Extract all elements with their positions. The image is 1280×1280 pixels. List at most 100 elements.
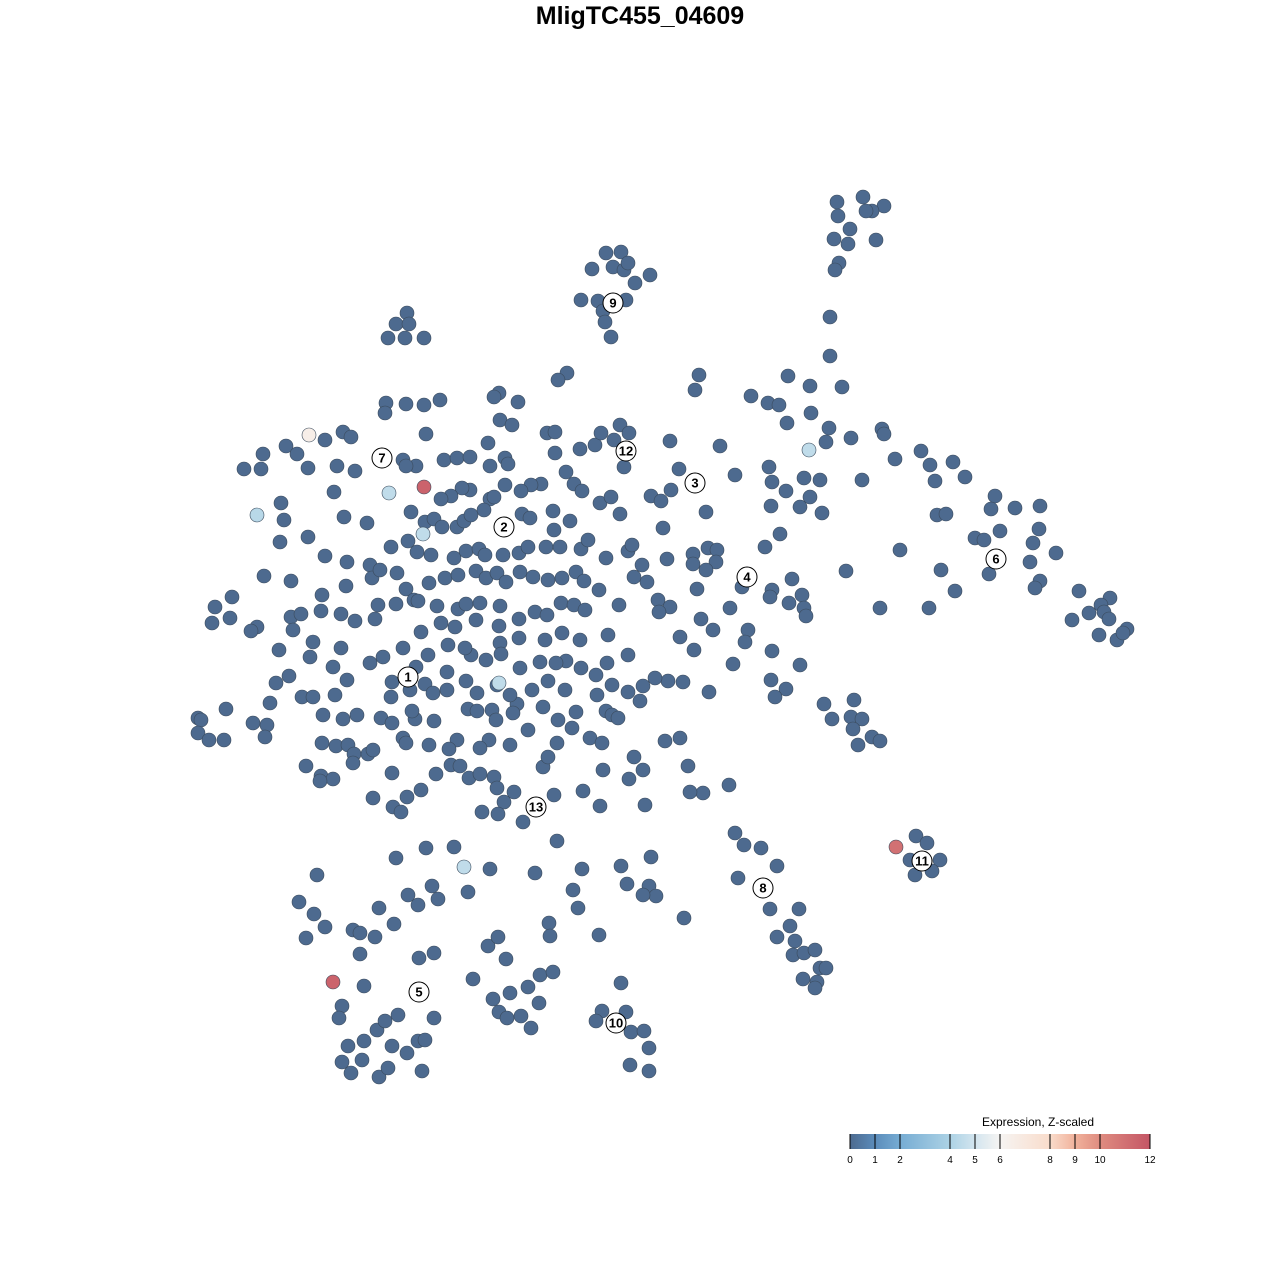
- data-point: [843, 430, 859, 446]
- data-point: [285, 622, 301, 638]
- data-point: [626, 749, 642, 765]
- data-point: [577, 602, 593, 618]
- data-point: [343, 1065, 359, 1081]
- data-point: [598, 245, 614, 261]
- data-point: [456, 859, 472, 875]
- data-point: [472, 766, 488, 782]
- data-point: [727, 467, 743, 483]
- data-point: [987, 488, 1003, 504]
- data-point: [527, 865, 543, 881]
- data-point: [204, 615, 220, 631]
- data-point: [410, 897, 426, 913]
- data-point: [546, 522, 562, 538]
- data-point: [573, 660, 589, 676]
- data-point: [426, 945, 442, 961]
- data-point: [634, 557, 650, 573]
- data-point: [824, 711, 840, 727]
- data-point: [576, 573, 592, 589]
- data-point: [428, 766, 444, 782]
- data-point: [818, 434, 834, 450]
- data-point: [424, 878, 440, 894]
- data-point: [409, 544, 425, 560]
- data-point: [457, 640, 473, 656]
- data-point: [278, 438, 294, 454]
- data-point: [314, 587, 330, 603]
- data-point: [686, 642, 702, 658]
- data-point: [347, 463, 363, 479]
- data-point: [570, 900, 586, 916]
- data-point: [522, 510, 538, 526]
- data-point: [430, 891, 446, 907]
- data-point: [653, 493, 669, 509]
- data-point: [314, 735, 330, 751]
- data-point: [573, 292, 589, 308]
- data-point: [840, 236, 856, 252]
- data-point: [612, 506, 628, 522]
- cluster-label-2: 2: [493, 516, 515, 538]
- data-point: [802, 378, 818, 394]
- data-point: [671, 461, 687, 477]
- data-point: [398, 581, 414, 597]
- data-point: [613, 858, 629, 874]
- data-point: [541, 915, 557, 931]
- data-point: [803, 405, 819, 421]
- data-point: [416, 479, 432, 495]
- data-point: [255, 446, 271, 462]
- cluster-label-circle: [684, 472, 706, 494]
- data-point: [474, 804, 490, 820]
- data-point: [325, 974, 341, 990]
- data-point: [1101, 611, 1117, 627]
- data-point: [249, 507, 265, 523]
- data-point: [347, 613, 363, 629]
- data-point: [822, 348, 838, 364]
- data-point: [562, 513, 578, 529]
- data-point: [621, 771, 637, 787]
- data-point: [423, 547, 439, 563]
- data-point: [807, 980, 823, 996]
- data-point: [488, 712, 504, 728]
- data-point: [1025, 535, 1041, 551]
- data-point: [672, 730, 688, 746]
- data-point: [538, 539, 554, 555]
- data-point: [447, 619, 463, 635]
- data-point: [293, 606, 309, 622]
- data-point: [689, 581, 705, 597]
- cluster-label-text: 7: [378, 451, 385, 466]
- data-point: [417, 1032, 433, 1048]
- data-point: [506, 784, 522, 800]
- data-point: [312, 773, 328, 789]
- data-point: [698, 504, 714, 520]
- data-point: [460, 884, 476, 900]
- data-point: [635, 887, 651, 903]
- data-point: [469, 685, 485, 701]
- data-point: [398, 396, 414, 412]
- data-point: [545, 503, 561, 519]
- cluster-label-13: 13: [525, 796, 547, 818]
- data-point: [606, 432, 622, 448]
- data-point: [468, 563, 484, 579]
- data-point: [721, 777, 737, 793]
- data-point: [236, 461, 252, 477]
- data-point: [365, 742, 381, 758]
- data-point: [821, 420, 837, 436]
- data-point: [780, 368, 796, 384]
- data-point: [540, 673, 556, 689]
- data-point: [367, 929, 383, 945]
- data-point: [397, 330, 413, 346]
- data-point: [778, 681, 794, 697]
- data-point: [271, 642, 287, 658]
- data-point: [253, 461, 269, 477]
- data-point: [496, 794, 512, 810]
- data-point: [691, 367, 707, 383]
- cluster-label-circle: [605, 1012, 627, 1034]
- data-point: [343, 429, 359, 445]
- data-point: [737, 634, 753, 650]
- data-point: [415, 526, 431, 542]
- data-point: [829, 194, 845, 210]
- data-point: [1064, 612, 1080, 628]
- data-point: [981, 566, 997, 582]
- data-point: [822, 309, 838, 325]
- data-point: [432, 392, 448, 408]
- data-point: [753, 840, 769, 856]
- cluster-label-circle: [371, 447, 393, 469]
